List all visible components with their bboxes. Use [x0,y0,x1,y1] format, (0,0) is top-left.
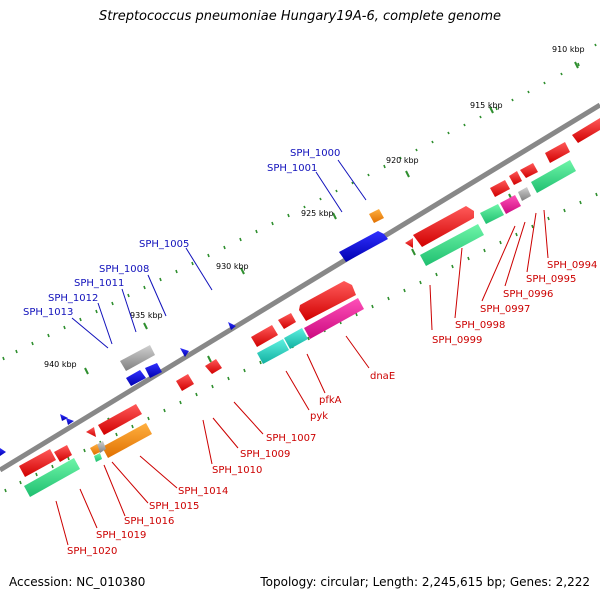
gene-label-SPH_1015[interactable]: SPH_1015 [149,501,199,512]
topology-text: Topology: circular; Length: 2,245,615 bp… [260,575,590,589]
gene-label-SPH_1013[interactable]: SPH_1013 [23,307,73,318]
reverse-labels: SPH_0994 SPH_0995 SPH_0996 SPH_0997 SPH_… [67,260,597,557]
gene-SPH_1019[interactable] [54,445,72,462]
gene-SPH_0994[interactable] [545,142,570,163]
gene-edge-left[interactable] [0,448,6,456]
scale-label: 940 kbp [44,360,77,369]
gene-label-SPH_0995[interactable]: SPH_0995 [526,274,576,285]
gene-SPH_1016b[interactable] [90,444,100,455]
forward-features [0,209,388,456]
genome-backbone [0,102,600,473]
gene-SPH_1013b[interactable] [66,418,74,425]
gene-dnaE-cds[interactable] [304,298,364,339]
gene-SPH_1005[interactable] [228,322,236,330]
gene-SPH_0997[interactable] [518,187,531,201]
scale-label: 930 kbp [216,262,249,271]
scale-label: 920 kbp [386,156,419,165]
gene-label-SPH_1020[interactable]: SPH_1020 [67,546,117,557]
gene-label-SPH_1005[interactable]: SPH_1005 [139,239,189,250]
gene-SPH_1020[interactable] [19,449,56,477]
scale-label: 915 kbp [470,101,503,110]
gene-SPH_1015[interactable] [86,427,96,437]
scale-labels: 910 kbp 915 kbp 920 kbp 925 kbp 930 kbp … [44,45,585,369]
outer-tick-track [2,43,597,361]
gene-SPH_0998b[interactable] [480,204,504,224]
gene-label-pyk[interactable]: pyk [310,411,328,422]
gene-label-SPH_1010[interactable]: SPH_1010 [212,465,262,476]
gene-SPH_0998[interactable] [490,180,510,197]
scale-label: 925 kbp [301,209,334,218]
gene-label-SPH_0997[interactable]: SPH_0997 [480,304,530,315]
gene-label-SPH_1016[interactable]: SPH_1016 [124,516,174,527]
gene-pyk-cds[interactable] [257,339,289,364]
gene-SPH_1020b[interactable] [24,458,80,497]
gene-label-SPH_1007[interactable]: SPH_1007 [266,433,316,444]
gene-label-pfkA[interactable]: pfkA [319,395,342,406]
gene-label-SPH_1014[interactable]: SPH_1014 [178,486,228,497]
scale-label: 910 kbp [552,45,585,54]
gene-label-SPH_1001[interactable]: SPH_1001 [267,163,317,174]
gene-SPH_0994b[interactable] [572,118,600,143]
gene-label-SPH_1000[interactable]: SPH_1000 [290,148,340,159]
gene-cds-0994[interactable] [531,160,576,193]
scale-label: 935 kbp [130,311,163,320]
map-title: Streptococcus pneumoniae Hungary19A-6, c… [99,9,501,24]
gene-pfkA[interactable] [278,313,296,329]
gene-label-dnaE[interactable]: dnaE [370,371,395,382]
gene-label-SPH_1008[interactable]: SPH_1008 [99,264,149,275]
gene-pyk[interactable] [251,325,278,347]
reverse-features [19,118,600,497]
inner-tick-track [4,192,598,493]
gene-SPH_0997b[interactable] [500,195,521,214]
gene-label-SPH_0998[interactable]: SPH_0998 [455,320,505,331]
gene-label-SPH_1019[interactable]: SPH_1019 [96,530,146,541]
gene-SPH_1013[interactable] [60,414,68,421]
gene-SPH_0999[interactable] [413,206,474,247]
gene-red-small[interactable] [405,238,413,248]
gene-label-SPH_0996[interactable]: SPH_0996 [503,289,553,300]
gene-pfkA-cds[interactable] [284,328,308,349]
gene-SPH_0996[interactable] [509,171,522,185]
gene-SPH_1011b[interactable] [126,370,146,386]
gene-SPH_1007[interactable] [205,359,222,374]
gene-SPH_1000[interactable] [369,209,384,223]
gene-SPH_1008[interactable] [180,348,189,357]
gene-SPH_1011[interactable] [120,345,155,371]
accession-text: Accession: NC_010380 [9,575,146,589]
reverse-callouts [55,209,549,546]
gene-SPH_1001[interactable] [339,231,388,262]
gene-label-SPH_1009[interactable]: SPH_1009 [240,449,290,460]
gene-SPH_1014[interactable] [98,404,142,435]
gene-SPH_0995[interactable] [520,163,538,178]
gene-label-SPH_1011[interactable]: SPH_1011 [74,278,124,289]
gene-SPH_0999b[interactable] [420,224,484,266]
gene-SPH_1012[interactable] [145,363,162,378]
forward-callouts [71,159,367,349]
forward-labels: SPH_1000 SPH_1001 SPH_1005 SPH_1008 SPH_… [23,148,340,318]
gene-dnaE[interactable] [299,281,356,321]
gene-SPH_1010[interactable] [176,374,194,391]
gene-label-SPH_1012[interactable]: SPH_1012 [48,293,98,304]
gene-SPH_1014b[interactable] [102,423,152,458]
gene-label-SPH_0994[interactable]: SPH_0994 [547,260,597,271]
gene-green-small[interactable] [94,453,102,462]
gene-label-SPH_0999[interactable]: SPH_0999 [432,335,482,346]
